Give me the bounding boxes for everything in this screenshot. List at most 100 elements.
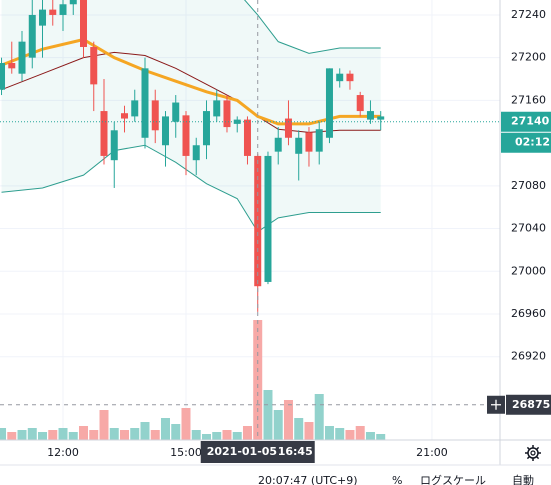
volume-bar: [79, 426, 89, 440]
candle-body: [202, 111, 210, 146]
indicator-line: [1, 144, 381, 233]
volume-bar: [7, 432, 17, 440]
log-scale-button[interactable]: ログスケール: [420, 473, 486, 485]
volume-bar: [191, 430, 201, 440]
volume-bar: [17, 430, 27, 440]
volume-bar: [222, 430, 232, 440]
candle-body: [192, 145, 200, 161]
countdown-label: 02:12: [515, 136, 550, 149]
volume-bar: [283, 400, 293, 440]
crosshair-price-box: [506, 394, 551, 415]
auto-button[interactable]: 自動: [512, 473, 534, 485]
clock: 20:07:47 (UTC+9): [258, 474, 358, 485]
y-tick-label: 27000: [511, 264, 546, 277]
candle-body: [325, 68, 333, 138]
volume-bar: [345, 430, 355, 440]
percent-button[interactable]: %: [392, 474, 402, 485]
volume-bar: [365, 432, 375, 440]
candle-body: [39, 9, 47, 26]
candle-body: [346, 73, 354, 82]
x-tick-label: 21:00: [416, 446, 448, 459]
volume-bar: [160, 418, 170, 440]
x-tick-label: 15:00: [170, 446, 202, 459]
volume-bar: [212, 432, 222, 440]
candle-body: [80, 0, 88, 47]
candle-body: [100, 111, 108, 156]
volume-bar: [253, 320, 263, 440]
volume-bar: [89, 430, 99, 440]
volume-bar: [0, 428, 7, 440]
candle-body: [315, 129, 323, 152]
candle-body: [254, 155, 262, 287]
volume-bar: [304, 422, 314, 440]
volume-bar: [181, 408, 191, 440]
volume-bar: [68, 432, 78, 440]
volume-bar: [273, 410, 283, 440]
candle-body: [274, 137, 282, 152]
candle-body: [284, 118, 292, 138]
y-tick-label: 27240: [511, 8, 546, 21]
volume-bar: [335, 428, 345, 440]
crosshair-date-label: 2021-01-05: [207, 445, 277, 458]
candle-body: [243, 119, 251, 156]
candle-body: [172, 102, 180, 122]
candle-body: [264, 155, 272, 282]
candle-body: [295, 137, 303, 154]
candle-body: [69, 0, 77, 5]
volume-bar: [314, 394, 324, 440]
candle-body: [120, 113, 128, 119]
candle-body: [377, 116, 385, 120]
candle-body: [8, 63, 16, 69]
crosshair-time-label: 16:45: [278, 445, 313, 458]
y-tick-label: 27200: [511, 51, 546, 64]
candle-body: [305, 132, 313, 152]
volume-bar: [48, 430, 58, 440]
plot-area: [0, 0, 500, 440]
y-tick-label: 27080: [511, 179, 546, 192]
candle-body: [336, 73, 344, 82]
volume-bar: [242, 426, 252, 440]
candle-body: [49, 9, 57, 15]
y-tick-label: 26960: [511, 307, 546, 320]
volume-bar: [171, 424, 181, 440]
candle-body: [59, 4, 67, 15]
x-tick-label: 12:00: [47, 446, 79, 459]
candle-body: [90, 46, 98, 85]
plus-icon: [491, 399, 501, 410]
volume-bar: [99, 410, 109, 440]
y-tick-label: 27040: [511, 222, 546, 235]
volume-bar: [232, 432, 242, 440]
candle-body: [182, 115, 190, 156]
volume-bar: [294, 418, 304, 440]
candle-body: [131, 100, 139, 117]
volume-bar: [376, 434, 386, 440]
candle-body: [151, 100, 159, 131]
volume-bar: [324, 426, 334, 440]
y-tick-label: 27160: [511, 93, 546, 106]
volume-bar: [38, 432, 48, 440]
volume-bar: [150, 430, 160, 440]
candle-body: [28, 14, 36, 58]
crosshair-price-label: 26875: [512, 398, 550, 411]
crosshair-time-box: [200, 441, 315, 463]
candle-body: [213, 100, 221, 117]
volume-bar: [263, 390, 273, 440]
indicator-line: [244, 0, 381, 54]
candle-body: [141, 68, 149, 138]
volume-bar: [201, 434, 211, 440]
candle-body: [18, 41, 26, 74]
settings-icon[interactable]: [525, 445, 541, 461]
volume-bar: [119, 430, 129, 440]
candle-body: [366, 111, 374, 120]
candle-body: [0, 63, 6, 90]
candle-body: [223, 100, 231, 128]
volume-bar: [109, 428, 119, 440]
volume-bar: [130, 428, 140, 440]
volume-bar: [27, 428, 37, 440]
volume-bar: [355, 426, 365, 440]
candle-body: [110, 130, 118, 161]
last-price-label: 27140: [511, 115, 550, 128]
volume-bar: [58, 428, 68, 440]
candle-body: [356, 95, 364, 112]
